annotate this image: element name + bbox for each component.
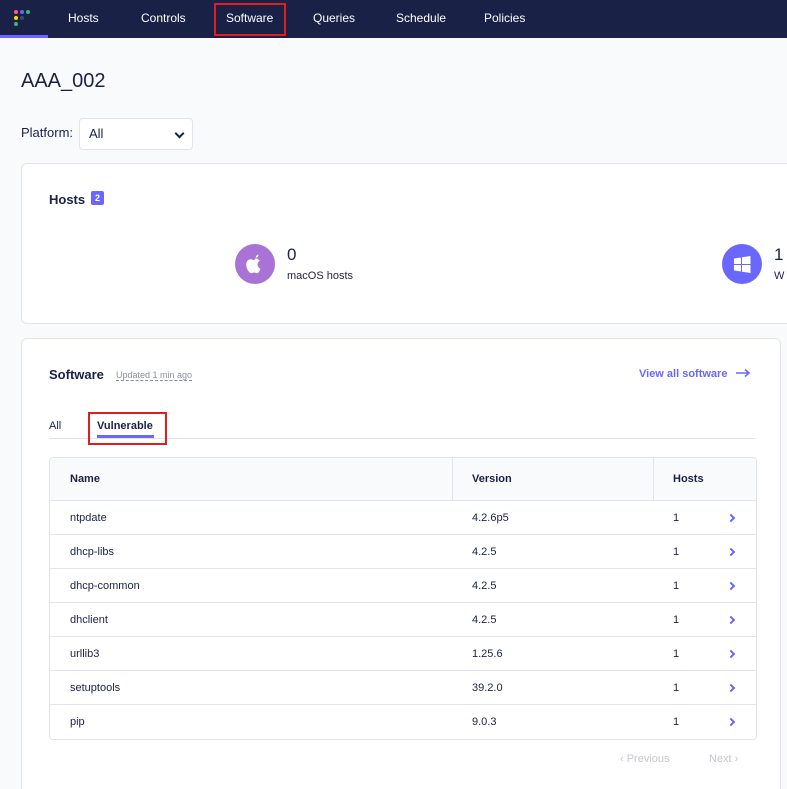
column-hosts[interactable]: Hosts xyxy=(673,473,704,485)
chevron-right-icon[interactable] xyxy=(726,547,736,557)
fleet-logo-icon[interactable] xyxy=(0,0,48,38)
tab-vulnerable-highlight xyxy=(88,412,167,445)
hosts-count-badge: 2 xyxy=(91,191,104,205)
software-host-count: 1 xyxy=(673,546,680,558)
software-name[interactable]: ntpdate xyxy=(70,512,107,524)
tab-all[interactable]: All xyxy=(49,420,62,432)
table-row[interactable]: pip 9.0.3 1 xyxy=(50,705,756,739)
software-host-count: 1 xyxy=(673,512,680,524)
chevron-right-icon[interactable] xyxy=(726,513,736,523)
column-version[interactable]: Version xyxy=(472,473,512,485)
software-version: 1.25.6 xyxy=(472,648,503,660)
table-row[interactable]: ntpdate 4.2.6p5 1 xyxy=(50,501,756,535)
updated-timestamp[interactable]: Updated 1 min ago xyxy=(116,370,193,381)
nav-policies[interactable]: Policies xyxy=(484,11,526,25)
page-title: AAA_002 xyxy=(21,70,106,92)
hosts-card-title: Hosts xyxy=(49,192,86,207)
software-version: 4.2.5 xyxy=(472,614,497,626)
active-tab-indicator xyxy=(97,435,154,438)
windows-icon[interactable] xyxy=(722,244,762,284)
software-card: Software Updated 1 min ago View all soft… xyxy=(21,338,781,789)
column-divider xyxy=(452,458,453,501)
next-page-button[interactable]: Next › xyxy=(709,753,739,765)
column-divider xyxy=(653,458,654,501)
table-row[interactable]: dhclient 4.2.5 1 xyxy=(50,603,756,637)
platform-label: Platform: xyxy=(21,125,74,140)
software-host-count: 1 xyxy=(673,614,680,626)
tabs-divider xyxy=(49,438,755,439)
software-name[interactable]: dhclient xyxy=(70,614,108,626)
software-host-count: 1 xyxy=(673,682,680,694)
view-all-software-link[interactable]: View all software xyxy=(639,368,751,380)
software-host-count: 1 xyxy=(673,716,680,728)
macos-host-label: macOS hosts xyxy=(287,270,354,282)
software-name[interactable]: dhcp-libs xyxy=(70,546,115,558)
previous-page-button[interactable]: ‹ Previous xyxy=(620,753,670,765)
hosts-card: Hosts 2 0 macOS hosts 1 W xyxy=(21,163,787,324)
windows-host-count: 1 xyxy=(774,245,784,264)
view-all-software-label: View all software xyxy=(639,368,728,380)
software-version: 4.2.5 xyxy=(472,546,497,558)
software-name[interactable]: pip xyxy=(70,716,85,728)
software-version: 39.2.0 xyxy=(472,682,503,694)
nav-controls[interactable]: Controls xyxy=(141,11,186,25)
table-row[interactable]: setuptools 39.2.0 1 xyxy=(50,671,756,705)
software-host-count: 1 xyxy=(673,580,680,592)
top-nav: Hosts Controls Software Queries Schedule… xyxy=(0,0,787,38)
windows-host-label: W xyxy=(774,270,785,282)
chevron-right-icon[interactable] xyxy=(726,683,736,693)
nav-hosts[interactable]: Hosts xyxy=(68,11,99,25)
software-version: 4.2.6p5 xyxy=(472,512,509,524)
software-version: 9.0.3 xyxy=(472,716,497,728)
tab-vulnerable[interactable]: Vulnerable xyxy=(97,420,153,432)
platform-dropdown-value: All xyxy=(89,126,104,141)
apple-icon[interactable] xyxy=(235,244,275,284)
chevron-right-icon[interactable] xyxy=(726,615,736,625)
table-row[interactable]: dhcp-libs 4.2.5 1 xyxy=(50,535,756,569)
software-table: Name Version Hosts ntpdate 4.2.6p5 1 dhc… xyxy=(49,457,757,740)
logo-dots xyxy=(14,8,34,28)
software-name[interactable]: setuptools xyxy=(70,682,121,694)
software-card-title: Software xyxy=(49,367,104,382)
chevron-down-icon xyxy=(174,128,185,139)
nav-software-highlight xyxy=(214,3,286,36)
column-name[interactable]: Name xyxy=(70,473,100,485)
chevron-right-icon[interactable] xyxy=(726,581,736,591)
table-row[interactable]: dhcp-common 4.2.5 1 xyxy=(50,569,756,603)
nav-queries[interactable]: Queries xyxy=(313,11,356,25)
table-row[interactable]: urllib3 1.25.6 1 xyxy=(50,637,756,671)
table-header: Name Version Hosts xyxy=(50,458,756,501)
platform-dropdown[interactable]: All xyxy=(79,118,193,150)
chevron-right-icon[interactable] xyxy=(726,717,736,727)
nav-schedule[interactable]: Schedule xyxy=(396,11,447,25)
software-host-count: 1 xyxy=(673,648,680,660)
arrow-right-icon xyxy=(735,368,750,378)
software-name[interactable]: dhcp-common xyxy=(70,580,140,592)
nav-software[interactable]: Software xyxy=(226,11,274,25)
software-name[interactable]: urllib3 xyxy=(70,648,100,660)
macos-host-count: 0 xyxy=(287,245,297,264)
software-version: 4.2.5 xyxy=(472,580,497,592)
chevron-right-icon[interactable] xyxy=(726,649,736,659)
